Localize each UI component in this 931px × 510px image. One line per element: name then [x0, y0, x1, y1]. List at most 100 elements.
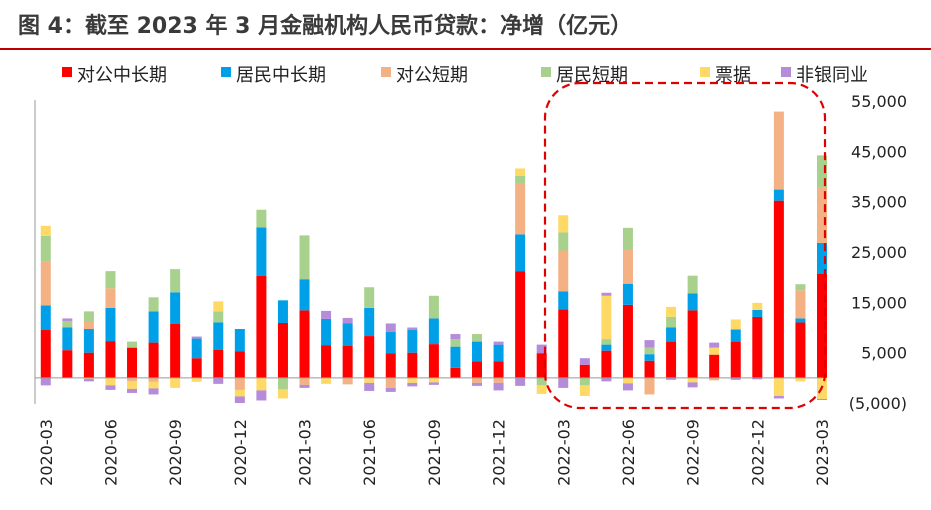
bar-segment — [148, 311, 159, 343]
bar-segment — [40, 261, 51, 306]
bar-segment-negative — [234, 377, 245, 390]
bar-segment — [299, 235, 310, 280]
bar-segment — [40, 225, 51, 236]
bar-segment — [730, 329, 741, 342]
x-tick-label: 2021-09 — [425, 419, 444, 486]
bar-segment-negative — [536, 377, 547, 386]
bar-segment — [817, 273, 827, 378]
bar-segment — [515, 271, 526, 378]
bar-segment — [428, 344, 439, 378]
bar-segment — [687, 293, 698, 311]
bar-segment — [428, 318, 439, 345]
bar-segment-negative — [364, 377, 375, 383]
x-axis: 2020-03 2020-06 2020-09 2020-12 2021-03 2021-… — [35, 377, 832, 486]
x-tick-label: 2020-03 — [37, 419, 56, 486]
legend-item: 对公短期 — [381, 65, 468, 86]
bar-segment — [622, 283, 633, 305]
bar-segment-negative — [644, 377, 655, 395]
bar-segment — [817, 187, 827, 243]
bar-segment — [515, 175, 526, 184]
bar-segment — [40, 235, 51, 262]
bar-segment-negative — [730, 377, 741, 380]
x-tick-label: 2020-06 — [101, 419, 120, 486]
x-tick-label: 2022-12 — [748, 419, 767, 486]
bar-segment-negative — [148, 381, 159, 389]
bar-segment-negative — [493, 382, 504, 391]
bar-segment — [558, 215, 569, 233]
x-tick-label: 2023-03 — [813, 419, 832, 486]
bar-segment — [752, 302, 763, 310]
y-tick-label: (5,000) — [849, 394, 907, 413]
bar-segment — [342, 345, 353, 378]
bar-segment — [644, 347, 655, 355]
bar-segment — [709, 342, 720, 348]
bar-segment — [752, 316, 763, 378]
bar-segment-negative — [407, 377, 418, 383]
bar-segment-negative — [622, 383, 633, 391]
bar-segment — [515, 234, 526, 272]
bar-segment-negative — [385, 377, 396, 388]
bar-segment — [515, 168, 526, 176]
bar-segment — [234, 351, 245, 378]
bar-segment — [795, 284, 806, 291]
legend: 对公中长期 居民中长期 对公短期 居民短期 票据 非银同业 — [62, 65, 868, 86]
legend-swatch — [62, 67, 72, 77]
bar-segment — [558, 309, 569, 378]
bar-segment-negative — [148, 388, 159, 395]
bar-segment-negative — [601, 377, 612, 382]
bar-segment — [213, 301, 224, 312]
bar-segment-negative — [148, 377, 159, 382]
bar-segment — [666, 316, 677, 328]
bar-segment — [170, 269, 181, 293]
bar-segment — [213, 311, 224, 323]
bar-segment — [170, 292, 181, 324]
bar-segment-negative — [342, 377, 353, 385]
legend-label: 票据 — [715, 65, 751, 86]
bar-segment — [256, 275, 267, 378]
bar-segment-negative — [256, 377, 267, 391]
bar-segment-negative — [795, 377, 806, 382]
bar-segment — [148, 297, 159, 312]
bar-segment — [105, 307, 116, 342]
bar-segment — [472, 334, 483, 342]
bar-segment-negative — [83, 378, 94, 382]
bar-segment — [385, 323, 396, 333]
bar-segment — [213, 322, 224, 350]
bar-segment — [622, 227, 633, 250]
bar-segment — [644, 360, 655, 378]
bar-segment — [515, 183, 526, 235]
legend-label: 居民中长期 — [236, 65, 326, 86]
bar-segment — [342, 317, 353, 324]
legend-swatch — [700, 67, 710, 77]
title-rule — [0, 48, 931, 50]
bar-segment — [493, 341, 504, 345]
bar-segment — [83, 321, 94, 330]
bar-segment — [364, 307, 375, 337]
bar-segment-negative — [666, 377, 677, 380]
legend-label: 非银同业 — [796, 65, 868, 86]
bar-segment — [773, 189, 784, 201]
highlight-box — [543, 81, 827, 410]
bar-segment — [558, 250, 569, 292]
bar-segment-negative — [515, 377, 526, 386]
bar-segment — [730, 319, 741, 330]
bar-segment — [773, 111, 784, 190]
bar-segment — [83, 329, 94, 353]
x-tick-label: 2021-06 — [360, 419, 379, 486]
bar-segment — [385, 332, 396, 354]
legend-item: 居民中长期 — [221, 65, 326, 86]
bar-segment — [666, 327, 677, 342]
bar-segment-negative — [493, 377, 504, 383]
bar-segment — [299, 310, 310, 378]
x-tick-label: 2022-03 — [554, 419, 573, 486]
bar-segment — [795, 322, 806, 378]
bar-segment — [62, 327, 73, 351]
bar-segment — [191, 336, 202, 339]
bar-segment — [256, 227, 267, 276]
y-tick-label: 35,000 — [851, 193, 907, 212]
bar-segment — [127, 341, 138, 348]
legend-label: 对公中长期 — [77, 65, 167, 86]
bar-segment — [213, 349, 224, 378]
bar-segment-negative — [83, 377, 94, 379]
y-tick-label: 55,000 — [851, 92, 907, 111]
